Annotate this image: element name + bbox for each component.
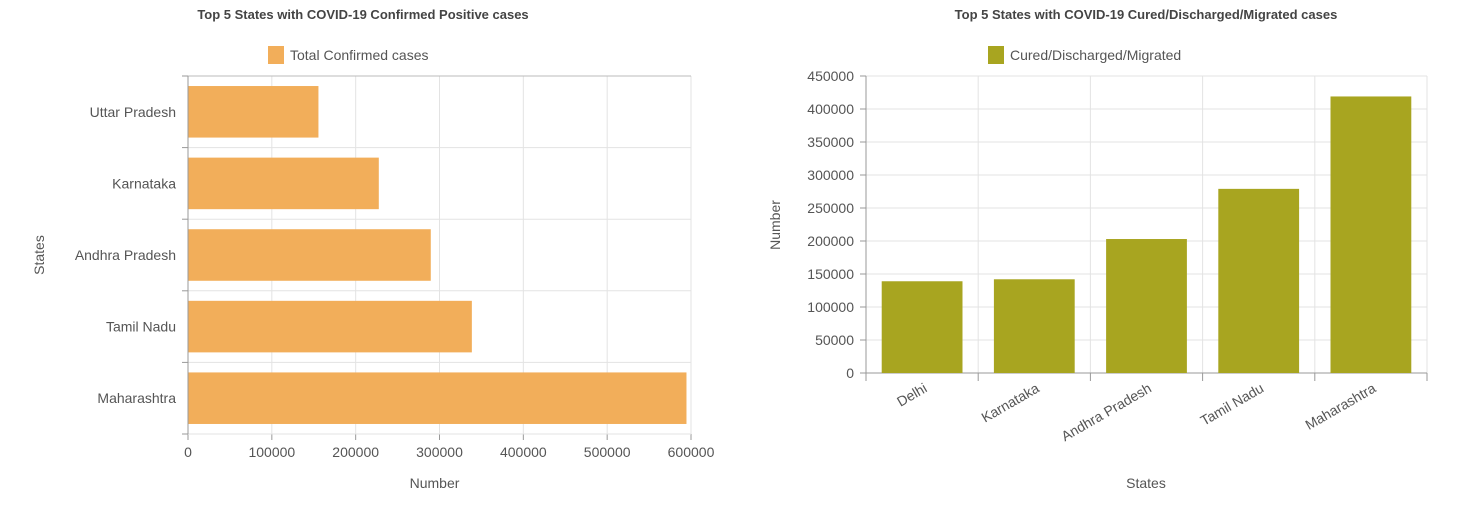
y-axis-title: States [31,235,47,275]
confirmed-chart-panel: Top 5 States with COVID-19 Confirmed Pos… [0,0,736,508]
y-tick-label: Karnataka [112,175,176,191]
y-tick-label: 200000 [807,233,854,249]
x-tick-label: Tamil Nadu [1198,380,1267,429]
y-tick-label: 150000 [807,266,854,282]
x-tick-label: 200000 [332,444,379,460]
y-tick-label: 450000 [807,68,854,84]
legend-label: Total Confirmed cases [290,47,429,63]
x-tick-label: 600000 [668,444,715,460]
legend-label: Cured/Discharged/Migrated [1010,47,1181,63]
cured-chart-panel: Top 5 States with COVID-19 Cured/Dischar… [736,0,1473,508]
legend-swatch [268,46,284,64]
x-tick-label: Delhi [894,380,930,410]
x-tick-label: 300000 [416,444,463,460]
bar-uttar-pradesh [188,86,319,138]
y-tick-label: 350000 [807,134,854,150]
x-tick-label: 400000 [500,444,547,460]
confirmed-chart-svg: 0 100000 200000 300000 400000 500000 600000 Utt… [31,46,715,491]
y-tick-label: Maharashtra [97,390,176,406]
y-tick-label: 100000 [807,299,854,315]
bar-tamil-nadu [188,300,472,353]
x-axis-title: States [1126,475,1166,491]
y-tick-label: 400000 [807,101,854,117]
bar-tamil-nadu [1218,188,1300,373]
x-tick-label: 0 [184,444,192,460]
y-axis-title: Number [767,200,783,250]
x-tick-label: 500000 [584,444,631,460]
x-tick-label: Andhra Pradesh [1058,380,1154,444]
cured-chart-title: Top 5 States with COVID-19 Cured/Dischar… [954,7,1338,22]
y-tick-label: Tamil Nadu [106,319,176,335]
y-tick-label: 0 [846,365,854,381]
confirmed-chart-title: Top 5 States with COVID-19 Confirmed Pos… [197,7,529,22]
y-tick-label: Andhra Pradesh [75,247,176,263]
legend-swatch [988,46,1004,64]
x-tick-label: Maharashtra [1302,380,1378,433]
y-tick-label: 300000 [807,167,854,183]
bar-andhra-pradesh [1106,239,1187,373]
bar-andhra-pradesh [188,229,431,281]
bar-maharashtra [188,372,687,424]
y-tick-label: 250000 [807,200,854,216]
x-tick-label: Karnataka [979,380,1042,426]
x-axis-title: Number [410,475,460,491]
bar-maharashtra [1330,96,1412,374]
bar-karnataka [993,279,1075,373]
x-tick-label: 100000 [248,444,295,460]
y-tick-label: 50000 [815,332,854,348]
bar-delhi [881,281,963,373]
y-tick-label: Uttar Pradesh [90,104,176,120]
cured-chart-svg: 0 50000 100000 150000 200000 250000 300000 3500… [767,46,1428,491]
bar-karnataka [188,157,379,210]
